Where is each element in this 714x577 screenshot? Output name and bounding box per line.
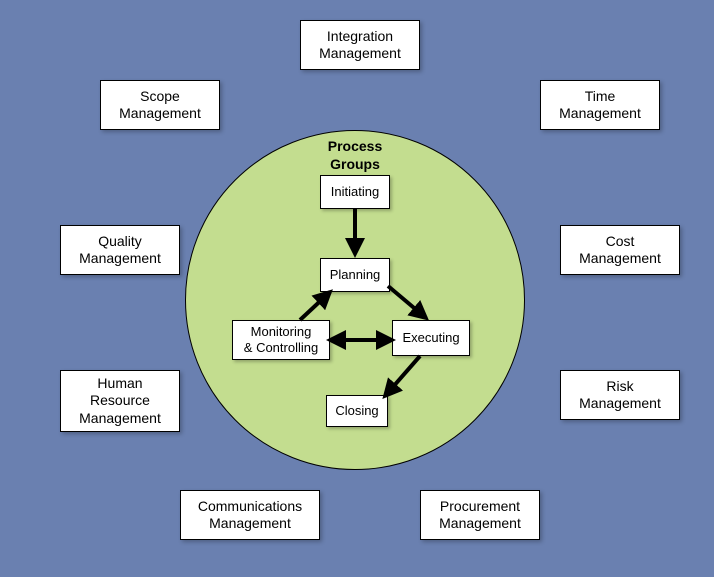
inner-box-closing: Closing <box>326 395 388 427</box>
inner-box-monitoring: Monitoring& Controlling <box>232 320 330 360</box>
inner-box-label: Closing <box>335 403 378 419</box>
outer-box-communications: CommunicationsManagement <box>180 490 320 540</box>
inner-box-label: Planning <box>330 267 381 283</box>
outer-box-label: ProcurementManagement <box>439 498 521 533</box>
diagram-canvas: ProcessGroups IntegrationManagement Scop… <box>0 0 714 577</box>
outer-box-label: HumanResourceManagement <box>79 375 161 428</box>
inner-box-label: Monitoring& Controlling <box>244 324 318 355</box>
inner-box-label: Initiating <box>331 184 379 200</box>
outer-box-risk: RiskManagement <box>560 370 680 420</box>
inner-box-label: Executing <box>402 330 459 346</box>
outer-box-quality: QualityManagement <box>60 225 180 275</box>
outer-box-hr: HumanResourceManagement <box>60 370 180 432</box>
outer-box-label: IntegrationManagement <box>319 28 401 63</box>
inner-box-initiating: Initiating <box>320 175 390 209</box>
inner-box-executing: Executing <box>392 320 470 356</box>
outer-box-label: TimeManagement <box>559 88 641 123</box>
process-groups-title: ProcessGroups <box>295 138 415 173</box>
outer-box-scope: ScopeManagement <box>100 80 220 130</box>
inner-box-planning: Planning <box>320 258 390 292</box>
outer-box-procurement: ProcurementManagement <box>420 490 540 540</box>
outer-box-label: QualityManagement <box>79 233 161 268</box>
outer-box-label: CommunicationsManagement <box>198 498 302 533</box>
outer-box-label: ScopeManagement <box>119 88 201 123</box>
outer-box-cost: CostManagement <box>560 225 680 275</box>
outer-box-label: RiskManagement <box>579 378 661 413</box>
outer-box-time: TimeManagement <box>540 80 660 130</box>
outer-box-integration: IntegrationManagement <box>300 20 420 70</box>
outer-box-label: CostManagement <box>579 233 661 268</box>
